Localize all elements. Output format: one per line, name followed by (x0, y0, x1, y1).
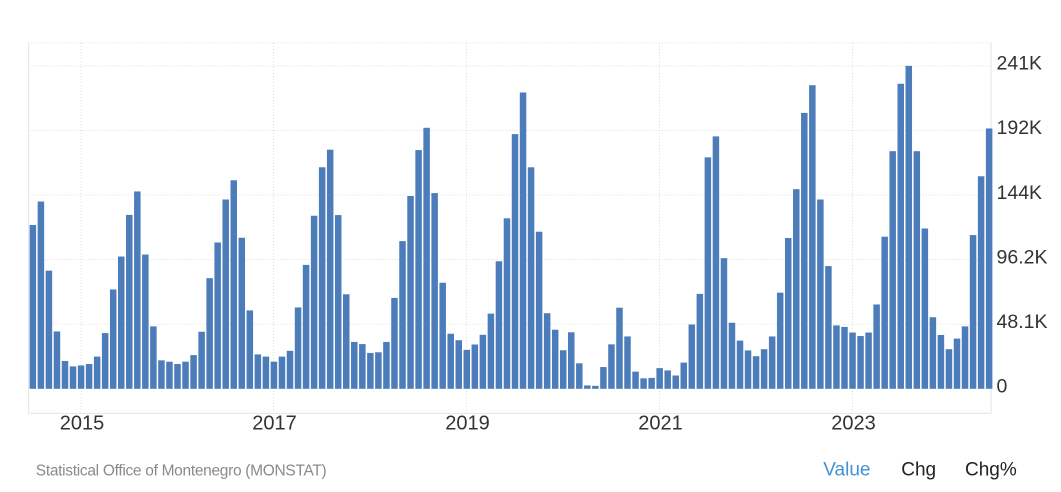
svg-text:Statistical Office of Monteneg: Statistical Office of Montenegro (MONSTA… (36, 463, 327, 480)
svg-text:241K: 241K (997, 53, 1043, 75)
svg-text:48.1K: 48.1K (997, 311, 1048, 333)
svg-text:0: 0 (997, 376, 1008, 398)
svg-text:2021: 2021 (638, 413, 683, 435)
svg-text:192K: 192K (997, 117, 1043, 139)
svg-text:Value: Value (823, 460, 870, 481)
svg-text:2023: 2023 (831, 413, 876, 435)
svg-text:2015: 2015 (60, 413, 105, 435)
svg-text:96.2K: 96.2K (997, 246, 1048, 268)
svg-text:2019: 2019 (445, 413, 490, 435)
svg-text:144K: 144K (997, 182, 1043, 204)
svg-text:Chg: Chg (901, 460, 936, 481)
svg-text:Chg%: Chg% (965, 460, 1017, 481)
svg-text:2017: 2017 (252, 413, 297, 435)
